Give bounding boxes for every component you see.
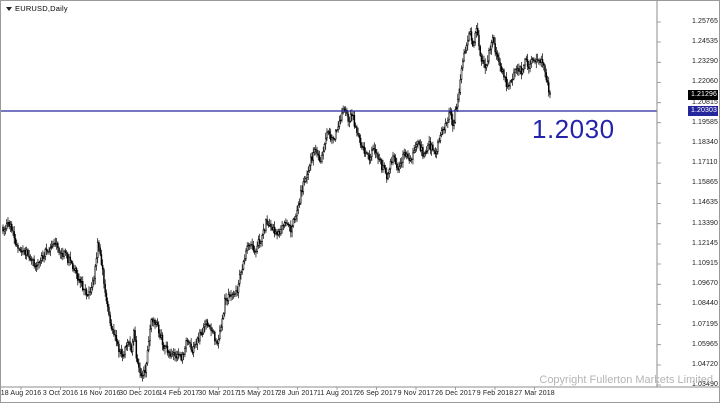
- current-bid-price-label: 1.21296: [688, 89, 718, 100]
- price-axis-label: 1.15865: [692, 179, 719, 187]
- price-axis-label: 1.20815: [692, 98, 719, 106]
- date-axis-label: 14 Feb 2017: [158, 390, 200, 397]
- price-axis-label: 1.23290: [692, 58, 719, 66]
- date-axis-label: 26 Dec 2017: [435, 390, 476, 397]
- symbol-selector[interactable]: EURUSD,Daily: [6, 4, 68, 13]
- price-axis-label: 1.12145: [692, 239, 719, 247]
- date-axis-label: 30 Dec 2016: [119, 390, 160, 397]
- candle-bodies-up: [3, 28, 543, 377]
- candle-bodies-up-fill: [3, 28, 542, 375]
- date-axis-label: 16 Nov 2016: [79, 390, 121, 397]
- date-axis-label: 3 Oct 2016: [42, 390, 79, 397]
- price-axis-label: 1.09670: [692, 280, 719, 288]
- price-axis-label: 1.10915: [692, 260, 719, 267]
- price-axis-label: 1.04720: [692, 360, 719, 368]
- price-axis-label: 1.25765: [692, 18, 719, 25]
- date-axis-label: 9 Feb 2018: [476, 390, 514, 397]
- date-axis-label: 30 Mar 2017: [198, 390, 239, 397]
- price-axis-label: 1.17110: [692, 159, 718, 167]
- price-axis-label: 1.14635: [692, 199, 719, 207]
- candle-bodies-down: [2, 28, 551, 376]
- date-axis-label: 15 May 2017: [237, 390, 279, 397]
- date-axis-label: 9 Nov 2017: [397, 390, 435, 397]
- date-axis-label: 11 Aug 2017: [317, 390, 357, 397]
- candle-wicks: [2, 22, 551, 382]
- price-level-annotation[interactable]: 1.2030: [532, 114, 615, 144]
- date-axis-label: 18 Aug 2016: [0, 390, 42, 397]
- chevron-down-icon: [6, 6, 12, 11]
- price-axis-label: 1.07195: [692, 320, 719, 328]
- date-axis-label: 27 Mar 2018: [514, 390, 555, 397]
- copyright-text: Copyright Fullerton Markets Limited: [539, 374, 713, 386]
- price-axis-ticks: [657, 21, 661, 386]
- symbol-timeframe-label: EURUSD,Daily: [15, 4, 68, 13]
- price-axis-label: 1.22060: [692, 78, 719, 86]
- price-axis-label: 1.13390: [692, 219, 719, 227]
- price-axis-label: 1.19585: [692, 118, 719, 126]
- date-axis-label: 26 Sep 2017: [356, 390, 397, 397]
- price-axis-label: 1.05965: [692, 340, 719, 348]
- price-axis-label: 1.24535: [692, 38, 719, 46]
- price-axis-label: 1.18340: [692, 139, 719, 146]
- date-axis-label: 28 Jun 2017: [277, 390, 318, 397]
- date-axis-ticks: [20, 387, 535, 390]
- price-axis-label: 1.03490: [692, 381, 719, 388]
- price-axis-label: 1.08440: [692, 300, 719, 308]
- hline-price-label: 1.20303: [688, 106, 718, 116]
